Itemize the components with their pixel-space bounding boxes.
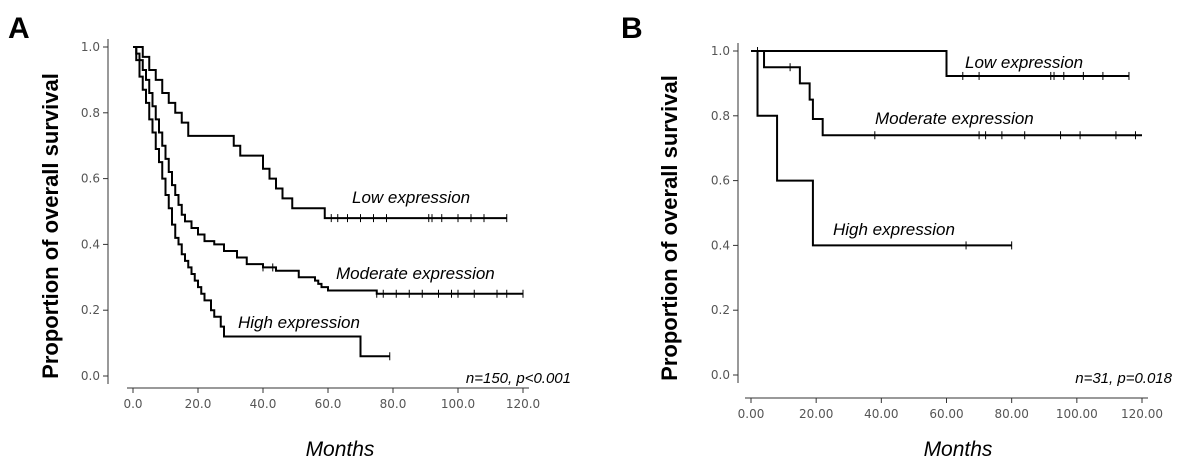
y-tick-label: 0.6 <box>711 174 730 188</box>
high-expression-label-b: High expression <box>833 220 955 239</box>
y-tick-label: 0.4 <box>81 237 100 251</box>
low-expression-curve <box>133 46 507 220</box>
x-tick-label: 40.00 <box>864 407 898 421</box>
x-tick-label: 80.0 <box>380 397 407 411</box>
censor-marks-b <box>757 47 1136 250</box>
x-tick-label: 0.00 <box>738 407 765 421</box>
x-tick-label: 60.0 <box>315 397 342 411</box>
axes-a <box>103 39 529 393</box>
low-expression-label-a: Low expression <box>352 188 470 207</box>
y-axis-label-b: Proportion of overall survival <box>657 75 682 381</box>
x-tick-label: 100.00 <box>1056 407 1098 421</box>
x-tick-label: 20.0 <box>185 397 212 411</box>
y-axis-label-a: Proportion of overall survival <box>38 73 63 379</box>
moderate-expression-curve <box>133 46 523 295</box>
x-tick-label: 120.0 <box>506 397 540 411</box>
y-tick-label: 0.8 <box>711 109 730 123</box>
low-expression-label-b: Low expression <box>965 53 1083 72</box>
curves-a <box>133 46 523 358</box>
high-expression-label-a: High expression <box>238 313 360 332</box>
tick-labels-b: 0.0 0.2 0.4 0.6 0.8 1.0 0.00 20.00 40.00 60.00 80.… <box>711 44 1163 421</box>
panel-a: A Proportion of overall survival Months … <box>8 12 571 461</box>
y-tick-label: 0.2 <box>711 303 730 317</box>
y-tick-label: 0.8 <box>81 106 100 120</box>
moderate-expression-label-a: Moderate expression <box>336 264 495 283</box>
axes-b <box>733 43 1148 403</box>
x-tick-label: 40.0 <box>250 397 277 411</box>
x-tick-label: 60.00 <box>929 407 963 421</box>
low-expression-curve <box>751 50 1129 77</box>
x-tick-label: 120.00 <box>1121 407 1163 421</box>
tick-labels-a: 0.0 0.2 0.4 0.6 0.8 1.0 0.0 20.0 40.0 60.0 80.0 100… <box>81 40 540 411</box>
x-tick-label: 0.0 <box>123 397 142 411</box>
x-axis-label-b: Months <box>924 438 993 461</box>
y-tick-label: 0.2 <box>81 303 100 317</box>
high-expression-curve <box>751 50 1012 247</box>
y-tick-label: 0.4 <box>711 238 730 252</box>
censor-marks-a <box>262 214 524 361</box>
panel-b: B Proportion of overall survival Months … <box>621 12 1173 461</box>
high-expression-curve <box>133 46 390 358</box>
y-tick-label: 0.0 <box>711 368 730 382</box>
panel-letter-b: B <box>621 12 643 45</box>
curves-b <box>751 50 1142 247</box>
moderate-expression-label-b: Moderate expression <box>875 109 1034 128</box>
panel-letter-a: A <box>8 12 30 45</box>
moderate-expression-curve <box>751 50 1142 137</box>
y-tick-label: 0.0 <box>81 369 100 383</box>
x-axis-label-a: Months <box>306 438 375 461</box>
x-tick-label: 100.0 <box>441 397 475 411</box>
y-tick-label: 0.6 <box>81 172 100 186</box>
y-tick-label: 1.0 <box>711 44 730 58</box>
x-tick-label: 80.00 <box>994 407 1028 421</box>
y-tick-label: 1.0 <box>81 40 100 54</box>
annotation-b: n=31, p=0.018 <box>1075 370 1172 387</box>
annotation-a: n=150, p<0.001 <box>466 370 571 387</box>
x-tick-label: 20.00 <box>799 407 833 421</box>
